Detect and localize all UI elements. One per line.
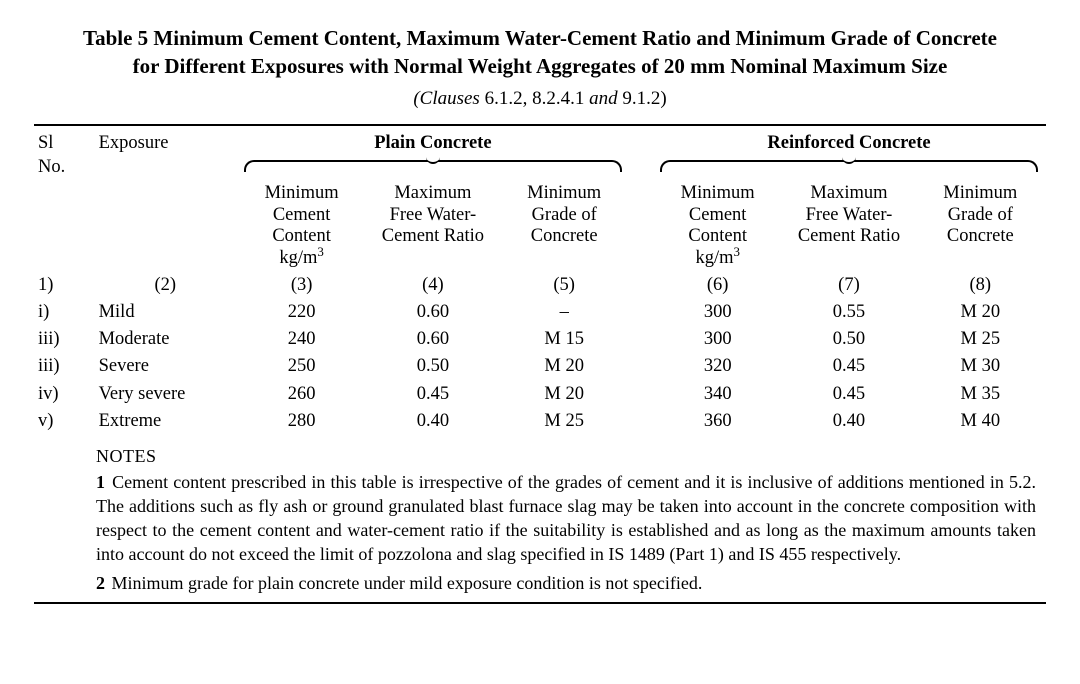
clauses-reference: (Clauses 6.1.2, 8.2.4.1 and 9.1.2) [34,87,1046,111]
cell-pcc: 240 [236,326,367,353]
note-1-text: Cement content prescribed in this table … [96,472,1036,563]
cell-rgr: M 25 [915,326,1046,353]
note-2: 2 Minimum grade for plain concrete under… [96,572,1036,596]
cell-sl: iv) [34,381,95,408]
cell-pcc: 260 [236,381,367,408]
note-2-lead: 2 [96,573,105,593]
brace-icon [660,160,1038,172]
table-row: iii) Severe 250 0.50 M 20 320 0.45 M 30 [34,353,1046,380]
clauses-last: 9.1.2) [622,88,666,109]
hdr-exposure: Exposure [95,130,236,180]
table-row: i) Mild 220 0.60 – 300 0.55 M 20 [34,299,1046,326]
cell-pgr: M 20 [499,353,630,380]
cell-exp: Severe [95,353,236,380]
subhdr-plain-mincc: Minimum Cement Content kg/m3 [236,181,367,272]
colnum-7: (7) [783,272,914,299]
cell-pwc: 0.40 [367,408,498,435]
cell-pcc: 280 [236,408,367,435]
cell-rwc: 0.50 [783,326,914,353]
subhdr-plain-mingrade: Minimum Grade of Concrete [499,181,630,272]
column-number-row: 1) (2) (3) (4) (5) (6) (7) (8) [34,272,1046,299]
spanner-reinforced: Reinforced Concrete [652,130,1046,180]
title-line-1: Table 5 Minimum Cement Content, Maximum … [83,26,997,50]
cell-pwc: 0.50 [367,353,498,380]
notes-heading: NOTES [96,445,1036,468]
colnum-6: (6) [652,272,783,299]
subhdr-reinf-mingrade: Minimum Grade of Concrete [915,181,1046,272]
cell-rgr: M 35 [915,381,1046,408]
cell-rgr: M 40 [915,408,1046,435]
table-row: iv) Very severe 260 0.45 M 20 340 0.45 M… [34,381,1046,408]
cell-sl: i) [34,299,95,326]
cell-rwc: 0.45 [783,381,914,408]
subhdr-reinf-maxwc: Maximum Free Water- Cement Ratio [783,181,914,272]
colnum-3: (3) [236,272,367,299]
cell-sl: v) [34,408,95,435]
cell-rwc: 0.40 [783,408,914,435]
spanner-gap [630,130,652,180]
cell-pwc: 0.60 [367,299,498,326]
title-line-2: for Different Exposures with Normal Weig… [133,54,948,78]
cell-pcc: 250 [236,353,367,380]
bottom-rule [34,602,1046,604]
hdr-sl: SlNo. [34,130,95,180]
subhdr-plain-maxwc: Maximum Free Water- Cement Ratio [367,181,498,272]
cell-pwc: 0.60 [367,326,498,353]
top-rule [34,124,1046,126]
concrete-table: SlNo. Exposure Plain Concrete Reinforced… [34,130,1046,434]
header-row-1: SlNo. Exposure Plain Concrete Reinforced… [34,130,1046,180]
clauses-and: and [589,88,618,109]
cell-rwc: 0.45 [783,353,914,380]
colnum-8: (8) [915,272,1046,299]
cell-pcc: 220 [236,299,367,326]
clauses-label: (Clauses [413,88,480,109]
cell-rcc: 300 [652,299,783,326]
notes: NOTES 1 Cement content prescribed in thi… [96,445,1046,596]
note-1: 1 Cement content prescribed in this tabl… [96,471,1036,566]
cell-pgr: M 20 [499,381,630,408]
table-title: Table 5 Minimum Cement Content, Maximum … [60,24,1020,81]
header-row-2: Minimum Cement Content kg/m3 Maximum Fre… [34,181,1046,272]
table-row: iii) Moderate 240 0.60 M 15 300 0.50 M 2… [34,326,1046,353]
note-1-lead: 1 [96,472,105,492]
cell-exp: Moderate [95,326,236,353]
cell-rgr: M 20 [915,299,1046,326]
cell-sl: iii) [34,353,95,380]
cell-rwc: 0.55 [783,299,914,326]
colnum-5: (5) [499,272,630,299]
table-row: v) Extreme 280 0.40 M 25 360 0.40 M 40 [34,408,1046,435]
cell-pgr: M 15 [499,326,630,353]
colnum-1: 1) [34,272,95,299]
cell-rcc: 320 [652,353,783,380]
note-2-text: Minimum grade for plain concrete under m… [112,573,703,593]
cell-sl: iii) [34,326,95,353]
clauses-values: 6.1.2, 8.2.4.1 [485,88,585,109]
cell-rcc: 300 [652,326,783,353]
cell-exp: Extreme [95,408,236,435]
cell-exp: Mild [95,299,236,326]
subhdr-reinf-mincc: Minimum Cement Content kg/m3 [652,181,783,272]
cell-rcc: 360 [652,408,783,435]
colnum-4: (4) [367,272,498,299]
cell-rcc: 340 [652,381,783,408]
spanner-plain: Plain Concrete [236,130,630,180]
cell-rgr: M 30 [915,353,1046,380]
cell-pgr: M 25 [499,408,630,435]
brace-icon [244,160,622,172]
cell-exp: Very severe [95,381,236,408]
cell-pwc: 0.45 [367,381,498,408]
colnum-2: (2) [95,272,236,299]
cell-pgr: – [499,299,630,326]
